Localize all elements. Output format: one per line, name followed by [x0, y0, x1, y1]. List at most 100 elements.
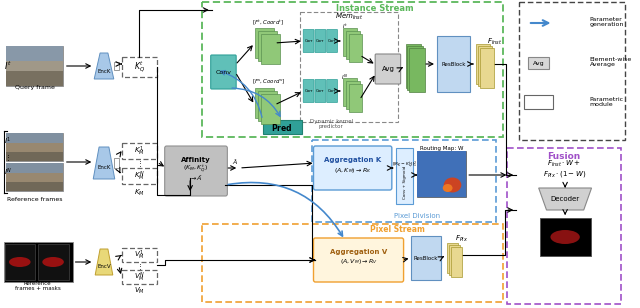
Text: $[F^t, Coord^t]$: $[F^t, Coord^t]$ [252, 18, 285, 28]
Text: $\mathbf{Pred}$: $\mathbf{Pred}$ [271, 121, 293, 132]
Text: Corr: Corr [305, 89, 313, 93]
FancyBboxPatch shape [315, 30, 326, 52]
FancyBboxPatch shape [315, 79, 326, 103]
Text: $I^1$: $I^1$ [4, 135, 12, 147]
FancyBboxPatch shape [447, 243, 458, 273]
FancyBboxPatch shape [408, 46, 423, 90]
Text: Reference
frames + masks: Reference frames + masks [15, 281, 60, 291]
Text: Parametric
module: Parametric module [589, 97, 624, 107]
Text: Corr: Corr [328, 89, 336, 93]
Text: $I^t$: $I^t$ [342, 22, 348, 31]
FancyBboxPatch shape [451, 247, 462, 277]
Text: $||R_K - K_Q^t||_1^2$: $||R_K - K_Q^t||_1^2$ [392, 160, 417, 170]
Text: Pixel Division: Pixel Division [394, 213, 440, 219]
FancyBboxPatch shape [262, 120, 301, 134]
FancyBboxPatch shape [406, 44, 421, 88]
Text: Parameter
generation: Parameter generation [589, 17, 624, 27]
Text: Instance Stream: Instance Stream [336, 3, 413, 13]
Text: $[F^s, Coord^s]$: $[F^s, Coord^s]$ [252, 78, 285, 86]
FancyBboxPatch shape [6, 133, 63, 143]
Text: $\rightarrow \hat{A}$: $\rightarrow \hat{A}$ [189, 173, 203, 183]
Text: $F_{Pix}$: $F_{Pix}$ [454, 234, 468, 244]
Text: $(K_M, K_Q^t)$: $(K_M, K_Q^t)$ [184, 164, 209, 174]
FancyBboxPatch shape [6, 163, 63, 173]
FancyBboxPatch shape [4, 242, 73, 282]
Text: ResBlock: ResBlock [414, 256, 438, 261]
Text: $\vdots$: $\vdots$ [136, 262, 142, 272]
Text: ResBlock: ResBlock [441, 62, 466, 67]
Text: $F_{Inst}$: $F_{Inst}$ [487, 37, 502, 47]
Polygon shape [539, 188, 591, 210]
FancyBboxPatch shape [314, 146, 392, 190]
Text: $V_M^1$: $V_M^1$ [134, 248, 145, 262]
Text: $V_M^N$: $V_M^N$ [134, 270, 145, 284]
FancyBboxPatch shape [528, 57, 550, 69]
Polygon shape [95, 249, 113, 275]
FancyBboxPatch shape [480, 48, 493, 88]
Text: $F_{Pix} \cdot (1-W)$: $F_{Pix} \cdot (1-W)$ [543, 169, 586, 179]
FancyBboxPatch shape [6, 46, 63, 86]
FancyBboxPatch shape [524, 95, 554, 109]
Ellipse shape [444, 177, 461, 192]
FancyBboxPatch shape [6, 133, 63, 161]
FancyBboxPatch shape [6, 143, 63, 152]
Text: $\boldsymbol{K_M}$: $\boldsymbol{K_M}$ [134, 188, 145, 198]
Text: Conv: Conv [216, 70, 232, 75]
FancyBboxPatch shape [410, 48, 425, 92]
FancyBboxPatch shape [396, 148, 413, 204]
Text: Corr: Corr [305, 39, 313, 43]
FancyBboxPatch shape [349, 34, 362, 62]
Ellipse shape [42, 257, 64, 267]
Text: $I^N$: $I^N$ [341, 72, 348, 82]
FancyBboxPatch shape [211, 55, 236, 89]
Text: Corr: Corr [316, 89, 324, 93]
Text: EncK: EncK [97, 164, 111, 169]
Ellipse shape [443, 184, 452, 192]
Text: Decoder: Decoder [550, 196, 580, 202]
FancyBboxPatch shape [327, 30, 337, 52]
FancyBboxPatch shape [6, 182, 63, 191]
Text: Routing Map: W: Routing Map: W [420, 145, 463, 151]
FancyBboxPatch shape [6, 163, 63, 191]
Text: Query frame: Query frame [15, 84, 54, 90]
Text: $F_{Inst} \cdot W+$: $F_{Inst} \cdot W+$ [547, 159, 581, 169]
Text: Avg: Avg [381, 66, 394, 72]
FancyBboxPatch shape [417, 151, 466, 197]
FancyBboxPatch shape [449, 245, 460, 275]
Text: Aggregation K: Aggregation K [324, 157, 381, 163]
FancyBboxPatch shape [437, 36, 470, 92]
FancyBboxPatch shape [260, 94, 280, 124]
FancyBboxPatch shape [38, 244, 68, 280]
FancyBboxPatch shape [6, 71, 63, 86]
Text: $\vdots$: $\vdots$ [136, 159, 142, 169]
FancyBboxPatch shape [164, 146, 227, 196]
Text: $K_M^1$: $K_M^1$ [134, 144, 145, 158]
FancyBboxPatch shape [258, 31, 277, 61]
FancyBboxPatch shape [260, 34, 280, 64]
Text: Element-wise
Average: Element-wise Average [589, 57, 632, 67]
FancyBboxPatch shape [417, 151, 466, 197]
Text: Affinity: Affinity [181, 157, 211, 163]
Text: $I^N$: $I^N$ [4, 166, 12, 178]
FancyBboxPatch shape [5, 244, 35, 280]
FancyBboxPatch shape [349, 84, 362, 112]
Ellipse shape [9, 257, 31, 267]
Text: $\vdots$: $\vdots$ [4, 153, 10, 163]
Text: $I^1,M^1\ \cdots\ I^N,M^N$: $I^1,M^1\ \cdots\ I^N,M^N$ [8, 236, 45, 244]
FancyBboxPatch shape [258, 91, 277, 121]
FancyBboxPatch shape [6, 152, 63, 161]
FancyBboxPatch shape [476, 44, 490, 84]
FancyBboxPatch shape [375, 54, 401, 84]
Text: $K_Q^t$: $K_Q^t$ [134, 59, 145, 75]
Text: $I^t$: $I^t$ [4, 60, 12, 72]
FancyBboxPatch shape [540, 218, 591, 256]
FancyBboxPatch shape [343, 78, 356, 106]
Text: Corr: Corr [328, 39, 336, 43]
Text: $Mem_{Inst}$: $Mem_{Inst}$ [335, 12, 363, 22]
FancyBboxPatch shape [346, 31, 360, 59]
Text: Aggregation V: Aggregation V [330, 249, 387, 255]
Text: $(A, V_M) \rightarrow R_V$: $(A, V_M) \rightarrow R_V$ [340, 257, 378, 266]
Text: Pixel Stream: Pixel Stream [370, 225, 425, 233]
Ellipse shape [550, 230, 580, 244]
FancyBboxPatch shape [346, 81, 360, 109]
